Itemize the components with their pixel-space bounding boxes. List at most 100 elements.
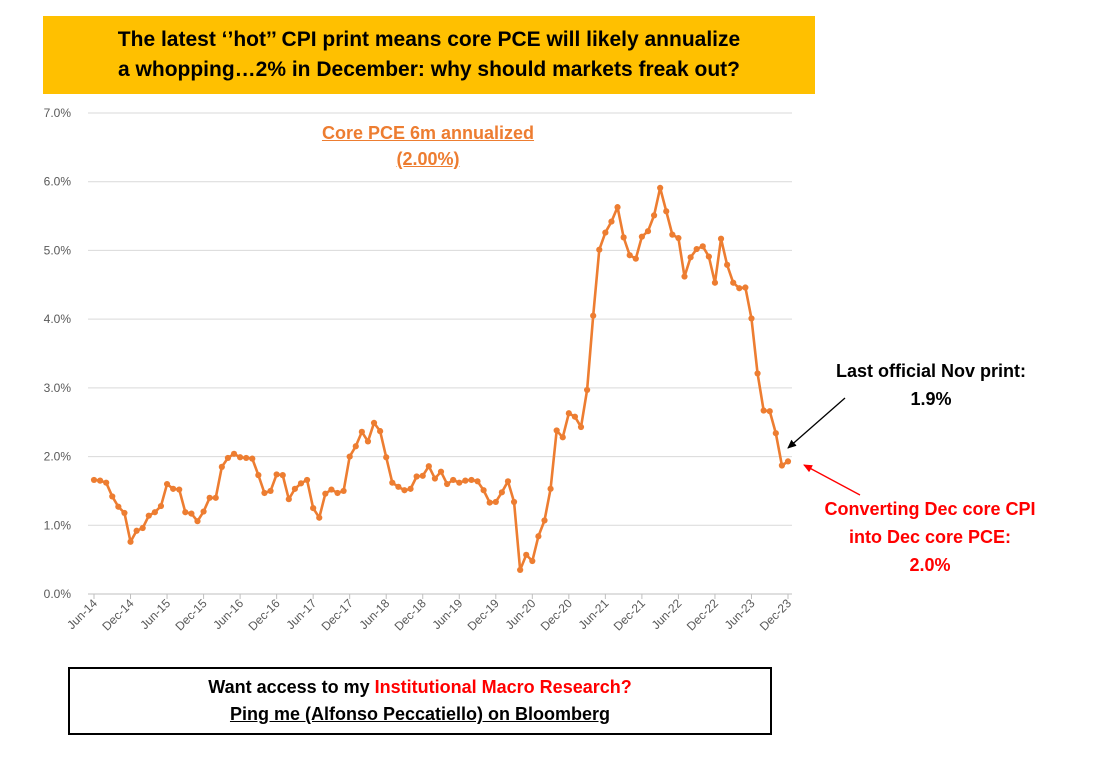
data-point	[602, 229, 609, 236]
data-point	[736, 285, 743, 292]
data-point	[590, 312, 597, 319]
x-tick-label: Jun-21	[576, 596, 612, 632]
data-point	[584, 386, 591, 394]
x-tick-label: Dec-19	[465, 596, 502, 633]
y-tick-label: 6.0%	[44, 175, 72, 189]
data-point	[626, 252, 633, 259]
data-point	[230, 450, 238, 457]
y-tick-label: 2.0%	[44, 450, 72, 464]
data-point	[760, 407, 767, 414]
data-point	[425, 463, 432, 470]
data-point	[462, 477, 469, 484]
data-point	[285, 496, 292, 503]
data-point	[352, 443, 359, 450]
chart-title-banner: The latest ‘’hot’’ CPI print means core …	[43, 16, 815, 94]
x-tick-label: Dec-14	[99, 596, 136, 633]
x-tick-label: Jun-16	[210, 596, 246, 632]
data-point	[614, 204, 621, 211]
data-point	[687, 254, 694, 261]
x-tick-label: Jun-19	[430, 596, 466, 632]
data-point	[377, 428, 384, 435]
data-point	[705, 253, 712, 260]
x-tick-label: Jun-23	[722, 596, 758, 632]
data-point	[249, 455, 256, 462]
data-point	[711, 279, 719, 286]
data-point	[565, 410, 572, 417]
dec-print-value: 2.0%	[909, 555, 951, 575]
series-label: Core PCE 6m annualized (2.00%)	[278, 120, 578, 172]
data-point	[103, 479, 110, 486]
data-point	[188, 510, 195, 517]
data-point	[437, 468, 445, 475]
data-point	[151, 509, 158, 516]
cta-line-1: Want access to my Institutional Macro Re…	[208, 674, 631, 701]
data-point	[297, 480, 305, 487]
data-point	[182, 509, 189, 516]
data-point	[194, 518, 201, 525]
data-point	[346, 453, 353, 460]
y-tick-label: 3.0%	[44, 381, 72, 395]
data-point	[273, 471, 280, 478]
data-point	[90, 476, 98, 484]
series-label-name: Core PCE 6m annualized	[321, 123, 535, 143]
y-tick-label: 5.0%	[44, 243, 72, 257]
data-point	[224, 454, 232, 462]
data-point	[681, 273, 688, 280]
data-point	[498, 489, 505, 496]
data-point	[748, 315, 755, 322]
x-tick-label: Jun-14	[64, 596, 100, 632]
data-point	[541, 517, 548, 524]
x-tick-label: Jun-17	[283, 596, 319, 632]
data-point	[218, 463, 225, 470]
data-point	[370, 419, 378, 427]
data-point	[699, 243, 706, 250]
data-point	[517, 566, 524, 574]
data-point	[163, 480, 171, 488]
chart-title-line-2: a whopping…2% in December: why should ma…	[118, 58, 740, 81]
data-point	[389, 479, 396, 486]
data-point	[443, 480, 451, 488]
dec-print-annotation: Converting Dec core CPI into Dec core PC…	[790, 495, 1070, 579]
data-point	[724, 261, 731, 268]
data-point	[419, 472, 426, 479]
y-tick-label: 1.0%	[44, 518, 72, 532]
data-point	[115, 503, 122, 510]
data-point	[778, 462, 786, 469]
data-point	[255, 472, 262, 479]
data-point	[456, 479, 463, 486]
data-point	[334, 489, 341, 497]
data-point	[608, 218, 615, 225]
cta-highlight: Institutional Macro Research?	[374, 677, 632, 697]
data-point	[504, 478, 512, 485]
dec-print-arrow	[803, 464, 861, 496]
nov-print-label: Last official Nov print:	[835, 361, 1026, 381]
data-point	[474, 478, 481, 485]
data-point	[754, 370, 761, 377]
data-point	[638, 233, 645, 240]
data-point	[742, 284, 749, 291]
data-point	[693, 245, 700, 253]
data-point	[657, 184, 664, 191]
y-tick-label: 4.0%	[44, 312, 72, 326]
data-point	[571, 413, 579, 420]
data-point	[431, 475, 439, 482]
data-point	[328, 486, 335, 493]
data-point	[109, 493, 116, 500]
data-point	[644, 228, 652, 235]
x-tick-label: Dec-20	[538, 596, 575, 633]
data-point	[620, 234, 627, 241]
data-point	[784, 458, 792, 465]
data-point	[279, 472, 286, 479]
x-tick-label: Dec-15	[172, 596, 209, 633]
data-point	[267, 487, 274, 495]
data-point	[559, 434, 566, 441]
data-point	[492, 498, 499, 506]
x-tick-label: Dec-21	[611, 596, 648, 633]
data-point	[170, 485, 177, 492]
series-line	[93, 186, 789, 572]
data-point	[212, 494, 219, 501]
x-tick-label: Dec-22	[684, 596, 721, 633]
data-point	[401, 487, 408, 494]
x-tick-label: Dec-18	[392, 596, 429, 633]
